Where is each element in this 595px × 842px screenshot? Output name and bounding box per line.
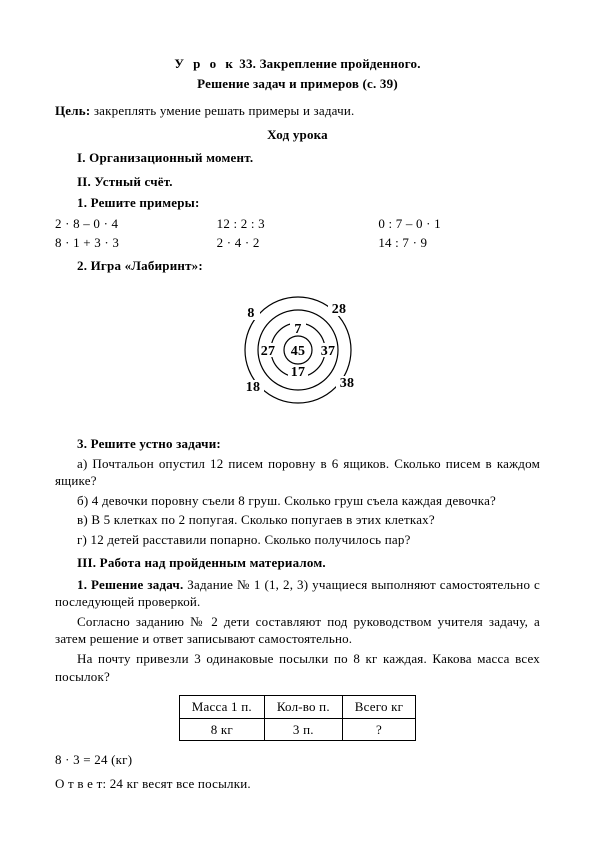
lab-outer-r: 38: [339, 376, 353, 391]
answer-label: О т в е т:: [55, 776, 106, 791]
example-cell: 14 : 7 · 9: [378, 233, 540, 253]
exercise-2-label: 2. Игра «Лабиринт»:: [55, 257, 540, 275]
section-1: I. Организационный момент.: [55, 149, 540, 167]
mass-table-wrap: Масса 1 п. Кол-во п. Всего кг 8 кг 3 п. …: [55, 695, 540, 741]
lesson-title: Закрепление пройденного.: [260, 56, 421, 71]
table-header-cell: Кол-во п.: [264, 696, 342, 719]
lesson-title-line-1: У р о к 33. Закрепление пройденного.: [55, 55, 540, 73]
lab-inner-top: 7: [294, 322, 301, 337]
labyrinth-diagram: 45 7 37 17 27 28 38 18 8: [55, 280, 540, 425]
example-cell: 2 · 8 – 0 · 4: [55, 214, 217, 234]
goal-line: Цель: закреплять умение решать примеры и…: [55, 102, 540, 120]
examples-row: 2 · 8 – 0 · 4 12 : 2 : 3 0 : 7 – 0 · 1: [55, 214, 540, 234]
table-header-cell: Всего кг: [342, 696, 415, 719]
table-cell: ?: [342, 718, 415, 741]
lab-outer-tr: 28: [331, 302, 345, 317]
example-cell: 2 · 4 · 2: [217, 233, 379, 253]
answer-text: 24 кг весят все посылки.: [110, 776, 251, 791]
table-header-row: Масса 1 п. Кол-во п. Всего кг: [179, 696, 415, 719]
section-3: III. Работа над пройденным материалом.: [55, 554, 540, 572]
exercise-3-label: 3. Решите устно задачи:: [55, 435, 540, 453]
lesson-prefix: У р о к: [174, 56, 236, 71]
lab-center: 45: [290, 344, 304, 359]
mass-table: Масса 1 п. Кол-во п. Всего кг 8 кг 3 п. …: [179, 695, 416, 741]
labyrinth-svg: 45 7 37 17 27 28 38 18 8: [208, 280, 388, 420]
goal-label: Цель:: [55, 103, 90, 118]
lab-inner-left: 27: [260, 344, 274, 359]
goal-text: закреплять умение решать примеры и задач…: [94, 103, 355, 118]
lesson-subtitle: Решение задач и примеров (с. 39): [55, 75, 540, 93]
answer-line: О т в е т: 24 кг весят все посылки.: [55, 775, 540, 793]
progress-heading: Ход урока: [55, 126, 540, 144]
work-p3: На почту привезли 3 одинаковые посылки п…: [55, 650, 540, 685]
exercise-2-label-text: 2. Игра «Лабиринт»:: [77, 258, 203, 273]
lab-outer-tl: 8: [247, 306, 254, 321]
task-a: а) Почтальон опустил 12 писем поровну в …: [55, 455, 540, 490]
exercise-1-label-text: 1. Решите примеры:: [77, 195, 200, 210]
lesson-number: 33.: [239, 56, 256, 71]
example-cell: 0 : 7 – 0 · 1: [378, 214, 540, 234]
work-p1-bold: 1. Решение задач.: [77, 577, 183, 592]
section-2: II. Устный счёт.: [55, 173, 540, 191]
work-p2: Согласно заданию № 2 дети составляют под…: [55, 613, 540, 648]
task-g: г) 12 детей расставили попарно. Сколько …: [55, 531, 540, 549]
table-cell: 3 п.: [264, 718, 342, 741]
exercise-1-label: 1. Решите примеры:: [55, 194, 540, 212]
exercise-3-label-text: 3. Решите устно задачи:: [77, 436, 221, 451]
table-row: 8 кг 3 п. ?: [179, 718, 415, 741]
examples-row: 8 · 1 + 3 · 3 2 · 4 · 2 14 : 7 · 9: [55, 233, 540, 253]
example-cell: 8 · 1 + 3 · 3: [55, 233, 217, 253]
table-cell: 8 кг: [179, 718, 264, 741]
example-cell: 12 : 2 : 3: [217, 214, 379, 234]
examples-table: 2 · 8 – 0 · 4 12 : 2 : 3 0 : 7 – 0 · 1 8…: [55, 214, 540, 253]
lab-outer-b: 18: [245, 380, 259, 395]
lab-inner-right: 37: [320, 344, 334, 359]
task-b: б) 4 девочки поровну съели 8 груш. Сколь…: [55, 492, 540, 510]
calculation: 8 · 3 = 24 (кг): [55, 751, 540, 769]
table-header-cell: Масса 1 п.: [179, 696, 264, 719]
task-v: в) В 5 клетках по 2 попугая. Сколько поп…: [55, 511, 540, 529]
lab-inner-bottom: 17: [290, 365, 304, 380]
work-p1: 1. Решение задач. Задание № 1 (1, 2, 3) …: [55, 576, 540, 611]
